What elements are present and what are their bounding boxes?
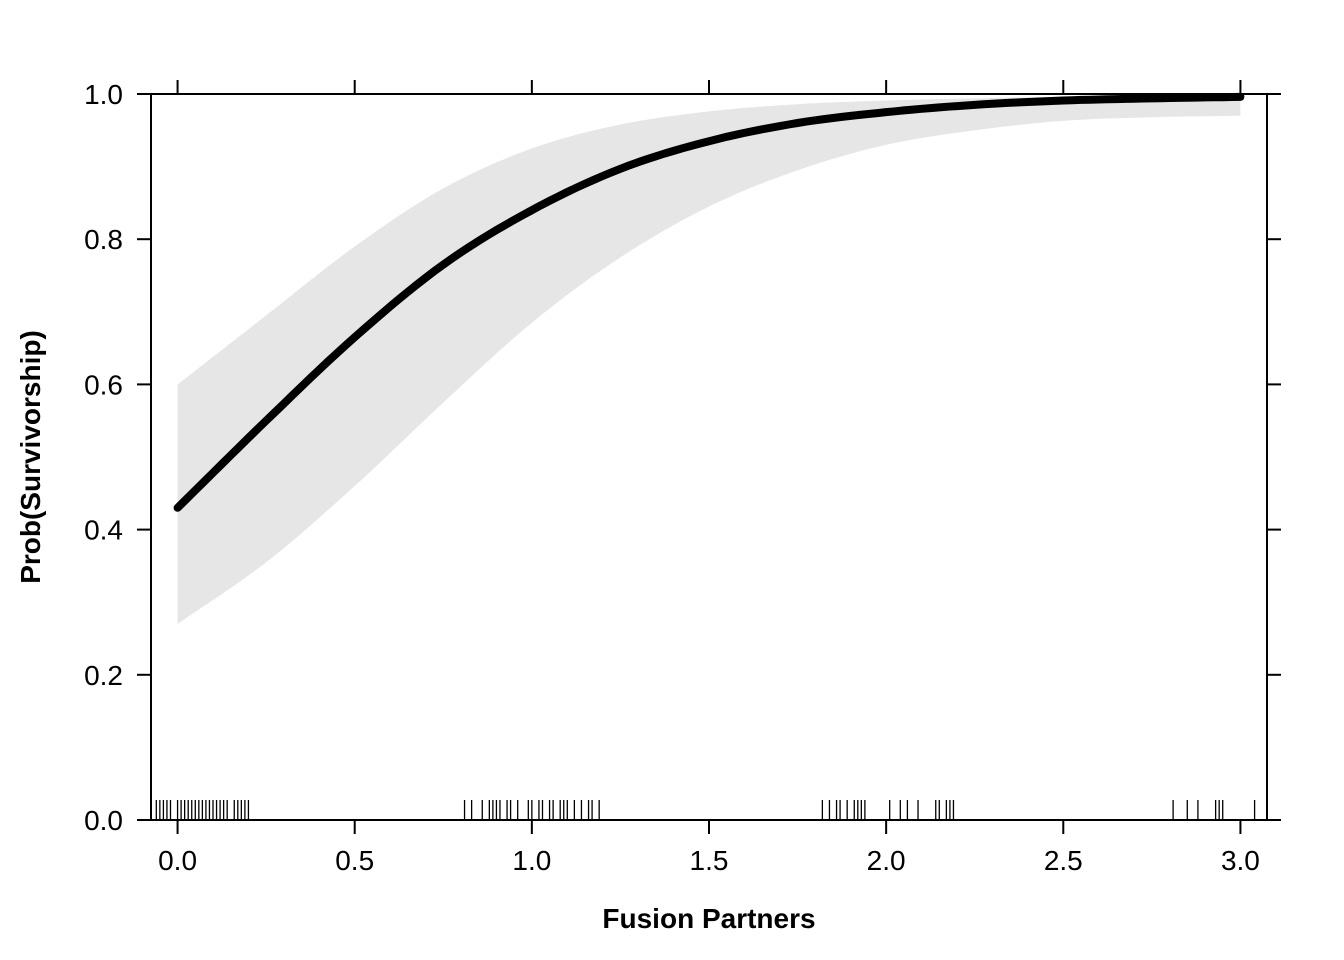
confidence-band-layer bbox=[177, 95, 1241, 624]
rug-layer bbox=[155, 800, 1256, 820]
y-tick-label: 0.2 bbox=[84, 660, 123, 691]
axis-ticks: 0.0 0.5 1.0 1.5 2.0 2.5 3.0 0.0 0.2 0.4 0.6 0.8 1.0 bbox=[84, 79, 1281, 876]
y-tick-label: 0.0 bbox=[84, 805, 123, 836]
y-tick-label: 0.8 bbox=[84, 224, 123, 255]
fit-line-layer bbox=[173, 92, 1245, 512]
y-tick-label: 0.4 bbox=[84, 515, 123, 546]
x-tick-label: 1.5 bbox=[690, 845, 729, 876]
x-axis-title: Fusion Partners bbox=[602, 903, 815, 934]
x-tick-label: 1.0 bbox=[512, 845, 551, 876]
y-tick-label: 1.0 bbox=[84, 79, 123, 110]
fit-line bbox=[173, 92, 1245, 512]
y-tick-label: 0.6 bbox=[84, 369, 123, 400]
x-tick-label: 0.0 bbox=[158, 845, 197, 876]
x-tick-label: 0.5 bbox=[335, 845, 374, 876]
confidence-band bbox=[177, 95, 1241, 624]
x-tick-label: 3.0 bbox=[1221, 845, 1260, 876]
y-axis-title: Prob(Survivorship) bbox=[15, 330, 46, 584]
x-tick-label: 2.5 bbox=[1044, 845, 1083, 876]
x-tick-label: 2.0 bbox=[867, 845, 906, 876]
